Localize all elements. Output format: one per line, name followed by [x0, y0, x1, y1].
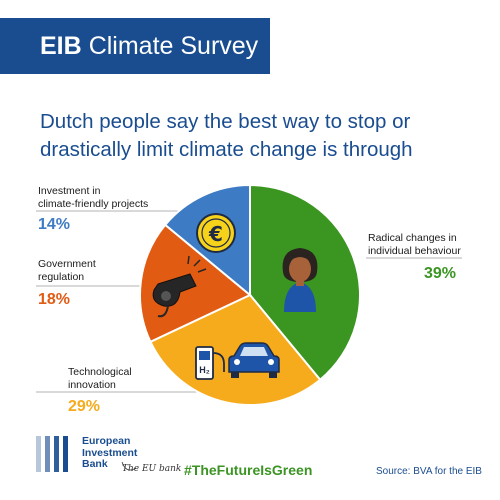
pie-slice-0 — [249, 183, 361, 382]
eib-logo-icon — [36, 436, 137, 472]
source-note: Source: BVA for the EIB — [376, 466, 482, 477]
banner-title-bold: EIB — [40, 31, 82, 60]
pct-technological-innovation: 29% — [68, 398, 101, 415]
pct-radical-changes: 39% — [424, 265, 457, 282]
label-technological-innovation: Technological innovation — [68, 366, 132, 391]
pct-government-regulation: 18% — [38, 291, 71, 308]
eib-logo-signature: The EU bank — [122, 464, 182, 474]
car-icon — [228, 342, 280, 378]
slice-icons: € H₂ — [152, 213, 318, 380]
headline: Dutch people say the best way to stop or… — [40, 110, 413, 161]
survey-banner: EIB Climate Survey — [0, 18, 270, 74]
label-investment: Investment in climate-friendly projects — [38, 185, 149, 210]
leader-lines — [36, 210, 462, 393]
hydrogen-pump-icon: H₂ — [195, 346, 225, 380]
hashtag: #TheFutureIsGreen — [184, 462, 313, 478]
pct-investment: 14% — [38, 216, 71, 233]
label-radical-changes: Radical changes in individual behaviour — [368, 232, 461, 257]
svg-text:€: € — [208, 222, 223, 246]
svg-text:H₂: H₂ — [199, 365, 210, 375]
whistle-icon — [152, 255, 207, 318]
euro-icon: € — [196, 213, 236, 253]
person-icon — [282, 248, 318, 312]
label-government-regulation: Government regulation — [38, 258, 96, 283]
banner-title-rest: Climate Survey — [88, 31, 259, 60]
eib-logo-text: European Investment Bank — [82, 435, 138, 470]
